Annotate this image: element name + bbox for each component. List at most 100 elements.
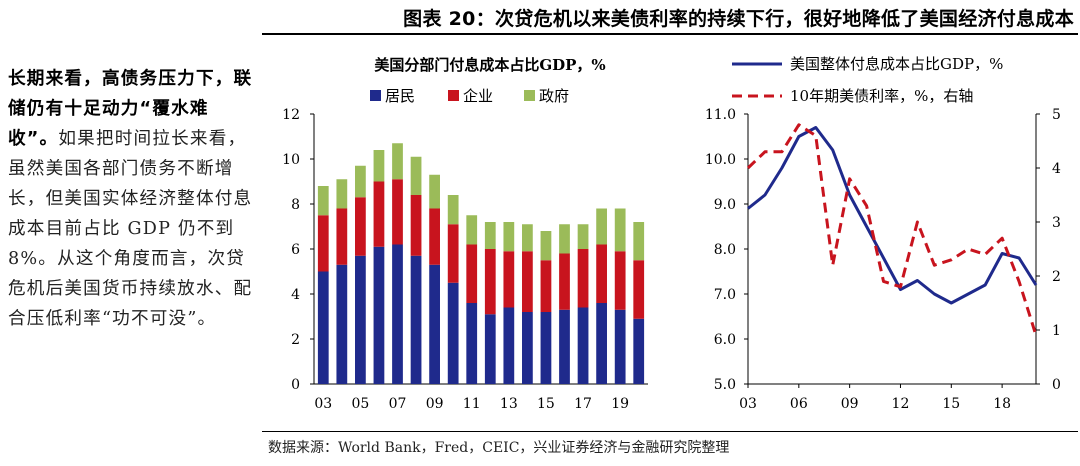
y-tick-label-left: 10.0 [705,152,736,168]
bar-政府 [447,195,459,225]
bar-企业 [317,215,329,272]
bar-企业 [410,195,422,256]
sidebar-body: 如果把时间拉长来看，虽然美国各部门债务不断增长，但美国实体经济整体付息成本目前占… [8,129,253,329]
bar-居民 [559,309,570,384]
bar-企业 [429,208,440,265]
legend-label: 居民 [385,87,415,105]
bar-政府 [540,231,552,261]
figure-title: 图表 20：次贷危机以来美债利率的持续下行，很好地降低了美国经济付息成本 [403,8,1074,30]
y-tick-label-right: 5 [1052,107,1061,123]
bar-企业 [355,197,366,256]
y-tick-label-left: 8.0 [714,242,736,258]
legend-label: 10年期美债利率，%，右轴 [790,87,973,105]
bar-企业 [540,260,552,312]
x-tick-label: 09 [841,396,859,412]
bar-政府 [559,224,570,254]
bar-居民 [392,244,403,384]
y-tick-label-left: 5.0 [714,377,736,393]
bar-居民 [429,264,440,384]
data-source: 数据来源：World Bank，Fred，CEIC，兴业证券经济与金融研究院整理 [268,440,730,456]
bar-居民 [317,271,329,384]
bar-政府 [429,174,440,209]
bar-居民 [577,307,589,384]
bar-企业 [596,244,607,303]
bar-居民 [355,255,366,384]
legend-swatch [448,90,459,101]
bar-企业 [559,253,570,310]
x-tick-label: 13 [500,396,518,412]
series-total-interest-cost [747,126,1038,305]
bar-企业 [614,251,626,310]
y-tick-label-right: 2 [1052,269,1061,285]
y-tick-label-left: 9.0 [714,197,736,213]
bar-政府 [466,215,478,245]
bar-居民 [596,303,607,384]
bar-政府 [614,208,626,252]
legend-swatch [370,90,381,101]
y-tick-label: 8 [291,197,300,213]
bar-企业 [392,179,403,245]
bar-居民 [614,309,626,384]
x-tick-label: 07 [389,396,407,412]
bar-企业 [503,251,515,308]
legend-label: 企业 [463,87,493,105]
bar-居民 [540,312,552,384]
x-tick-label: 06 [790,396,808,412]
bar-政府 [410,156,422,195]
bar-政府 [484,222,496,249]
y-tick-label-left: 7.0 [714,287,736,303]
legend-label: 政府 [539,87,569,105]
bar-居民 [336,264,348,384]
bar-居民 [503,307,515,384]
x-tick-label: 19 [611,396,629,412]
bar-居民 [410,255,422,384]
bar-政府 [336,179,348,209]
y-tick-label: 4 [291,287,300,303]
bar-居民 [484,314,496,384]
chart-title: 美国分部门付息成本占比GDP，% [374,56,605,74]
y-tick-label: 12 [282,107,300,123]
y-tick-label: 6 [291,242,300,258]
bar-居民 [373,246,385,384]
y-tick-label-right: 1 [1052,323,1061,339]
y-tick-label-left: 11.0 [705,107,736,123]
bar-企业 [633,260,645,319]
bar-企业 [466,244,478,303]
y-tick-label-right: 0 [1052,377,1061,393]
bar-企业 [336,208,348,265]
x-tick-label: 11 [463,396,481,412]
bar-企业 [522,251,533,312]
series-10y-treasury-yield [746,123,1038,336]
bar-政府 [392,143,403,180]
y-tick-label: 10 [282,152,300,168]
bar-政府 [596,208,607,245]
bar-政府 [503,222,515,252]
y-tick-label: 0 [291,377,300,393]
bar-居民 [447,282,459,384]
legend-label: 美国整体付息成本占比GDP，% [790,55,1003,73]
bar-政府 [633,222,645,261]
y-tick-label-right: 3 [1052,215,1061,231]
sidebar-text: 长期来看，高债务压力下，联储仍有十足动力“覆水难收”。如果把时间拉长来看，虽然美… [8,64,258,334]
x-tick-label: 18 [993,396,1011,412]
x-tick-label: 15 [537,396,555,412]
bar-企业 [484,249,496,315]
y-tick-label: 2 [291,332,300,348]
bar-居民 [633,318,645,384]
bar-政府 [317,186,329,216]
bar-企业 [577,249,589,308]
source-rule [262,431,1078,432]
x-tick-label: 09 [426,396,444,412]
y-tick-label-right: 4 [1052,161,1061,177]
sector-interest-cost-chart: 美国分部门付息成本占比GDP，% 居民 企业 政府 0 2 4 6 8 10 12 03 05 07 09 1… [282,56,648,412]
bar-企业 [447,224,459,283]
bar-政府 [577,224,589,249]
bar-居民 [522,312,533,384]
x-tick-label: 17 [574,396,592,412]
x-tick-label: 03 [314,396,332,412]
bar-政府 [373,150,385,182]
total-cost-vs-yield-chart: 美国整体付息成本占比GDP，% 10年期美债利率，%，右轴 5.0 6.0 7.0 8.0… [705,55,1061,412]
x-tick-label: 15 [942,396,960,412]
x-tick-label: 05 [351,396,369,412]
y-tick-label-left: 6.0 [714,332,736,348]
